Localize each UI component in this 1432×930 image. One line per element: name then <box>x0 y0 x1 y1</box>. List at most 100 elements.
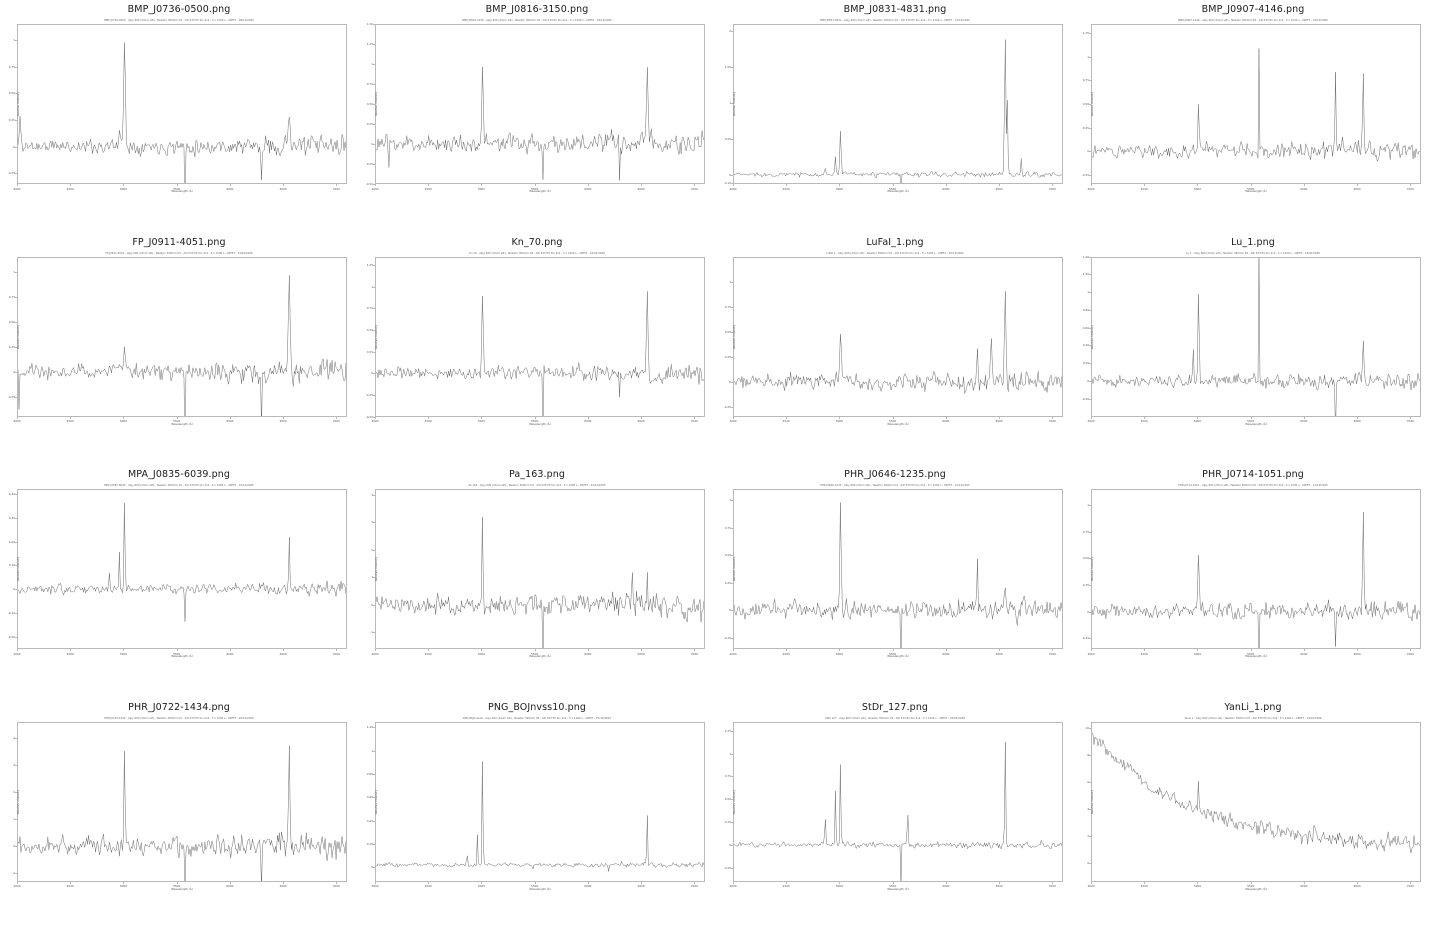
y-tick-label: 1 <box>729 498 731 503</box>
x-tick-mark <box>587 416 589 419</box>
spectrum-trace <box>1092 511 1420 648</box>
x-tick-mark <box>70 184 72 186</box>
x-tick-label: 6500 <box>637 419 645 423</box>
x-tick-label: 6000 <box>226 884 234 888</box>
y-tick-mark <box>731 406 733 408</box>
y-tick-label: 0 <box>13 369 15 374</box>
y-tick-mark <box>373 373 375 375</box>
y-tick-mark <box>731 381 733 383</box>
plot-area: -0.25 0 0.25 0.50 0.75 1 4000 4500 5000 5500 6000 6… <box>724 489 1063 658</box>
x-tick-label: 5500 <box>1247 884 1255 888</box>
y-tick-label: 1.25 <box>1082 31 1089 36</box>
spectrum-panel: Lu_1.png Lu 1 - Alpy 600 (23um slit) - Ne… <box>1074 233 1432 466</box>
panel-subtitle: LuFaI 1 - Alpy 600 (23um slit) - Newton … <box>826 251 964 255</box>
y-tick-label: 0 <box>729 379 731 384</box>
x-tick-label: 6000 <box>226 651 234 656</box>
x-tick-label: 4000 <box>371 884 379 888</box>
x-tick-label: 4000 <box>729 419 737 423</box>
x-axis-label: Wavelength (Å) <box>887 421 909 426</box>
y-axis-label: Relative Intensity <box>1090 789 1095 814</box>
x-tick-label: 4000 <box>729 186 737 191</box>
spectrum-trace <box>734 741 1062 881</box>
y-tick-mark <box>15 517 17 519</box>
y-tick-mark <box>1089 862 1091 864</box>
x-tick-mark <box>892 184 894 186</box>
x-tick-label: 4000 <box>371 186 379 191</box>
x-tick-mark <box>375 649 376 651</box>
y-tick-label: 0 <box>729 608 731 613</box>
spectrum-panel: LuFaI_1.png LuFaI 1 - Alpy 600 (23um slit… <box>716 233 1074 466</box>
y-tick-label: -0.25 <box>365 162 373 166</box>
x-tick-label: 6000 <box>584 186 592 191</box>
y-tick-mark <box>731 527 733 529</box>
x-tick-mark <box>945 881 947 884</box>
y-tick-label: 1 <box>1087 503 1089 507</box>
x-tick-label: 6000 <box>1300 419 1308 423</box>
y-tick-label: -0.10 <box>7 611 15 616</box>
y-tick-label: 1 <box>371 284 373 289</box>
y-tick-mark <box>731 582 733 584</box>
y-tick-mark <box>731 103 733 105</box>
x-tick-label: 5000 <box>477 419 485 423</box>
x-tick-label: 6500 <box>995 884 1003 888</box>
x-tick-mark <box>694 184 696 186</box>
x-tick-label: 4500 <box>424 419 432 423</box>
x-tick-mark <box>1357 416 1359 419</box>
y-tick-label: 2 <box>729 29 731 34</box>
y-tick-label: 0 <box>729 842 731 847</box>
y-tick-label: 0 <box>1087 609 1089 614</box>
x-tick-label: 5000 <box>477 186 485 191</box>
y-tick-mark <box>1089 292 1091 294</box>
x-tick-label: 4000 <box>729 651 737 656</box>
y-tick-label: -0.25 <box>7 171 15 176</box>
y-tick-mark <box>373 750 375 752</box>
x-tick-mark <box>229 881 231 884</box>
x-tick-label: 5500 <box>889 419 897 423</box>
y-tick-label: 0 <box>13 144 15 149</box>
y-tick-label: 0.80 <box>1082 307 1089 312</box>
y-tick-mark <box>373 394 375 396</box>
y-tick-mark <box>15 271 17 273</box>
x-tick-mark <box>1357 649 1359 651</box>
panel-subtitle: BMP J0816-3150 - Alpy 600 (23um slit) - … <box>462 19 612 22</box>
y-tick-mark <box>15 120 17 121</box>
axes-frame <box>17 489 347 649</box>
y-tick-label: 1 <box>729 751 731 756</box>
plot-area: 0 2 4 6 8 10 4000 4500 5000 5500 6000 6500 7000 Relat… <box>1085 721 1421 891</box>
x-tick-mark <box>229 416 231 419</box>
y-tick-label: 0.60 <box>366 795 373 800</box>
plot-area: -1 0 1 2 3 4 4000 4500 5000 5500 6000 6500 7000 Relat… <box>370 489 705 658</box>
y-axis-label: Relative Intensity <box>16 91 21 117</box>
y-tick-mark <box>731 637 733 639</box>
spectrum-panel: Kn_70.png Kn 70 - Alpy 600 (23um slit) - … <box>358 233 716 466</box>
x-tick-mark <box>1091 649 1092 651</box>
plot-area: -0.50 -0.25 0 0.25 0.50 0.75 1 1.25 4000 4500 5000… <box>366 256 705 426</box>
panel-title: LuFaI_1.png <box>866 236 924 248</box>
x-tick-mark <box>176 416 178 419</box>
y-tick-mark <box>15 792 17 793</box>
panel-subtitle: PHR J0646-1235 - Alpy 600 (23um slit) - … <box>820 484 970 487</box>
y-tick-mark <box>731 356 733 358</box>
y-tick-mark <box>373 604 375 606</box>
x-tick-mark <box>375 416 376 419</box>
y-axis-label: Relative Intensity <box>374 324 379 349</box>
y-tick-mark <box>731 139 733 141</box>
x-tick-label: 5000 <box>1193 186 1201 191</box>
panel-title: BMP_J0816-3150.png <box>485 4 589 15</box>
y-tick-mark <box>1089 345 1091 347</box>
y-tick-label: 2 <box>13 790 15 794</box>
y-tick-mark <box>15 93 17 95</box>
x-tick-label: 4500 <box>782 419 790 423</box>
panel-title: MPA_J0835-6039.png <box>127 469 231 480</box>
x-tick-label: 4000 <box>1087 419 1095 423</box>
x-tick-label: 4000 <box>729 884 737 888</box>
panel-subtitle: BMP J0736-0500 - Alpy 600 (23um slit) - … <box>104 19 254 22</box>
y-axis-label: Relative Intensity <box>732 91 737 117</box>
panel-subtitle: Pa 163 - Alpy 600 (23um slit) - Newton 3… <box>468 484 606 487</box>
x-tick-label: 5000 <box>119 419 127 423</box>
plot-area: -0.25 0 0.25 0.50 0.75 1 4000 4500 5000 5500 6000 6… <box>724 256 1063 426</box>
y-tick-label: 1 <box>729 279 731 284</box>
x-tick-mark <box>283 416 285 419</box>
x-tick-mark <box>1250 881 1252 884</box>
x-tick-mark <box>587 881 589 884</box>
